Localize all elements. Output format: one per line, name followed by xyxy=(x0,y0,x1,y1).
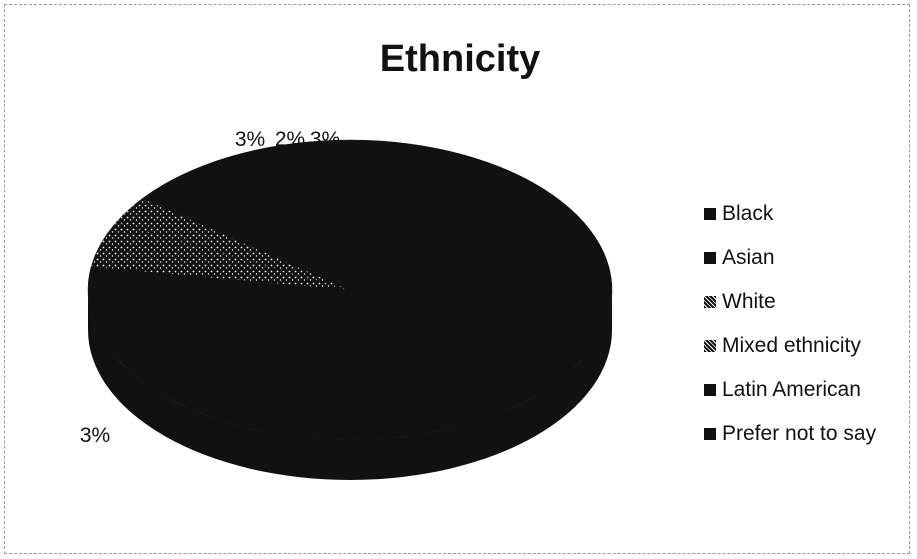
legend-item-latin-american: Latin American xyxy=(704,368,876,412)
legend-swatch xyxy=(704,340,716,352)
data-label-mixed-ethnicity: 3% xyxy=(235,128,265,151)
legend-swatch xyxy=(704,208,716,220)
legend-item-mixed-ethnicity: Mixed ethnicity xyxy=(704,324,876,368)
pie-slice-prefer-not-to-say xyxy=(163,165,351,291)
legend-swatch xyxy=(704,296,716,308)
pie-side xyxy=(88,290,612,480)
legend-item-white: White xyxy=(704,280,876,324)
data-label-asian: 3% xyxy=(80,424,110,447)
pie-slice-black xyxy=(87,139,613,441)
chart-frame xyxy=(4,4,910,554)
data-label-latin-american: 2% xyxy=(275,128,305,151)
legend-item-black: Black xyxy=(704,192,876,236)
legend: Black Asian White Mixed ethnicity Latin … xyxy=(704,192,876,456)
legend-swatch xyxy=(704,428,716,440)
chart-title: Ethnicity xyxy=(379,38,541,80)
legend-swatch xyxy=(704,252,716,264)
legend-item-asian: Asian xyxy=(704,236,876,280)
legend-item-prefer-not-to-say: Prefer not to say xyxy=(704,412,876,456)
legend-swatch xyxy=(704,384,716,396)
data-label-prefer-not-to-say: 3% xyxy=(310,128,340,151)
